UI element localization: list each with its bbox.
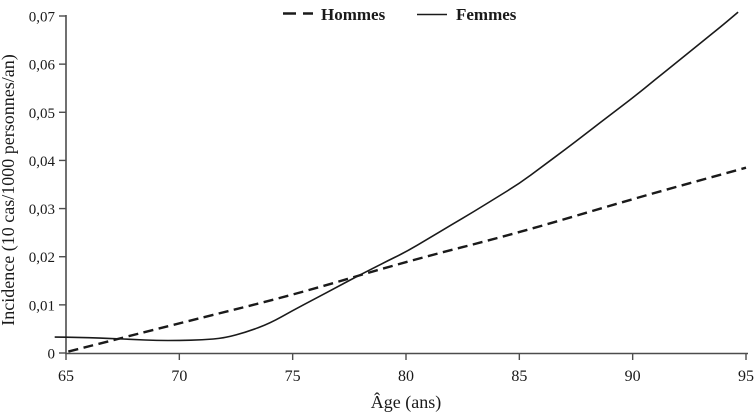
data-series — [54, 11, 747, 353]
y-tick-label: 0,07 — [29, 10, 56, 26]
y-tick-label: 0 — [48, 347, 56, 363]
x-tick-label: 90 — [625, 368, 641, 385]
x-tick-label: 95 — [738, 368, 754, 385]
x-tick-label: 80 — [398, 368, 414, 385]
legend-hommes-label: Hommes — [321, 5, 386, 24]
y-tick-label: 0,05 — [29, 106, 55, 122]
axis-ticks: 0 0,01 0,02 0,03 0,04 0,05 0,06 0,07 65 70 75 80 85 9… — [29, 10, 754, 386]
legend: Hommes Femmes — [283, 5, 517, 24]
x-tick-label: 70 — [171, 368, 187, 385]
axes — [65, 15, 748, 355]
y-tick-label: 0,06 — [29, 58, 56, 74]
y-tick-label: 0,01 — [29, 298, 55, 314]
series-hommes-line — [68, 166, 747, 353]
y-tick-label: 0,04 — [29, 154, 56, 170]
legend-femmes-label: Femmes — [456, 5, 517, 24]
y-tick-label: 0,03 — [29, 202, 55, 218]
x-tick-label: 85 — [511, 368, 527, 385]
y-tick-label: 0,02 — [29, 250, 55, 266]
series-femmes-line — [54, 11, 739, 342]
x-tick-label: 75 — [285, 368, 301, 385]
y-axis-title: Incidence (10 cas/1000 personnes/an) — [0, 54, 19, 325]
x-tick-label: 65 — [58, 368, 74, 385]
x-axis-title: Âge (ans) — [371, 391, 441, 413]
